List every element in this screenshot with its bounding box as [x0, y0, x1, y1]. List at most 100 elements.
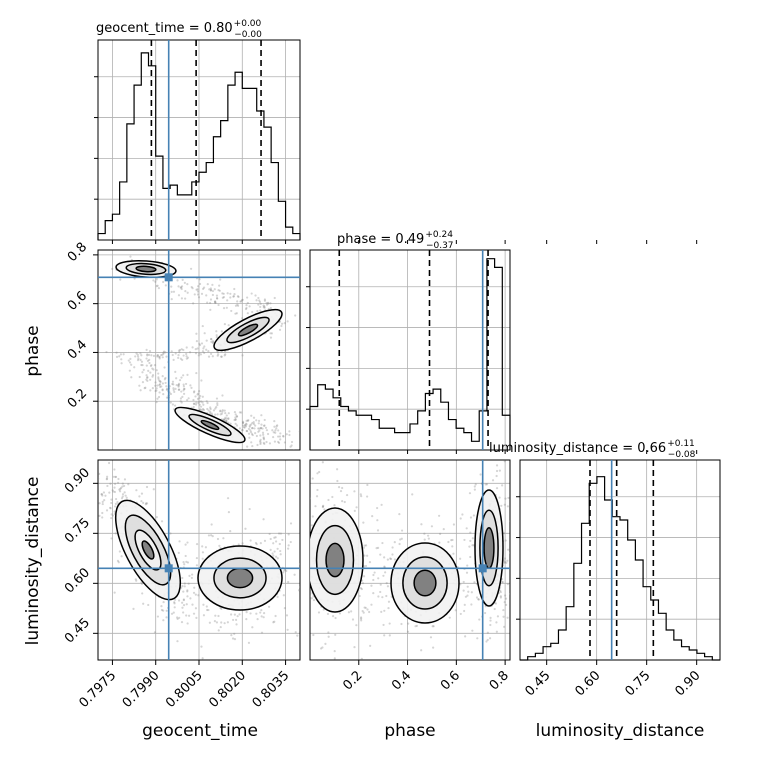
sample-point: [144, 503, 147, 506]
scatter-phase-vs-geocent-time: [105, 255, 300, 450]
sample-point: [258, 440, 262, 443]
sample-point: [205, 339, 208, 342]
sample-point: [245, 429, 248, 433]
sample-point: [219, 625, 222, 629]
sample-point: [147, 369, 150, 372]
sample-point: [509, 552, 510, 555]
sample-point: [385, 582, 388, 585]
sample-point: [137, 357, 140, 360]
sample-point: [111, 267, 114, 270]
sample-point: [262, 433, 265, 436]
sample-point: [206, 282, 209, 286]
sample-point: [238, 613, 241, 616]
truth-marker: [164, 564, 173, 573]
sample-point: [206, 407, 209, 411]
sample-point: [101, 500, 104, 504]
sample-point: [180, 287, 183, 291]
sample-point: [272, 542, 275, 545]
sample-point: [173, 606, 176, 609]
sample-point: [105, 477, 109, 480]
sample-point: [145, 502, 148, 505]
sample-point: [171, 382, 174, 386]
sample-point: [186, 561, 190, 564]
sample-point: [296, 486, 298, 488]
sample-point: [136, 359, 140, 362]
sample-point: [407, 622, 410, 625]
sample-point: [223, 323, 226, 326]
xtick-label: 0.2: [340, 668, 365, 693]
sample-point: [241, 421, 245, 424]
sample-point: [277, 441, 281, 444]
sample-point: [248, 436, 251, 439]
sample-point: [316, 472, 319, 475]
sample-point: [185, 355, 188, 358]
sample-point: [432, 646, 435, 649]
sample-point: [225, 419, 228, 422]
sample-point: [184, 290, 187, 293]
sample-point: [273, 440, 277, 443]
sample-point: [306, 535, 308, 537]
sample-point: [159, 380, 162, 383]
sample-point: [283, 441, 287, 444]
sample-point: [386, 558, 389, 561]
sample-point: [275, 425, 278, 428]
sample-point: [263, 298, 267, 301]
sample-point: [182, 590, 185, 593]
sample-point: [263, 305, 266, 308]
sample-point: [280, 322, 284, 325]
sample-point: [217, 614, 220, 618]
sample-point: [450, 539, 453, 542]
sample-point: [350, 610, 353, 613]
ytick-label: 0.2: [65, 386, 90, 411]
sample-point: [115, 355, 119, 359]
sample-point: [315, 495, 319, 498]
sample-point: [376, 529, 380, 532]
sample-point: [259, 302, 262, 306]
sample-point: [260, 414, 263, 417]
sample-point: [158, 383, 162, 386]
sample-point: [318, 470, 321, 474]
sample-point: [379, 553, 382, 556]
sample-point: [447, 540, 450, 544]
sample-point: [506, 505, 509, 508]
sample-point: [186, 356, 190, 359]
sample-point: [241, 420, 245, 423]
sample-point: [183, 387, 186, 391]
sample-point: [240, 411, 243, 414]
sample-point: [146, 353, 149, 356]
sample-point: [262, 438, 266, 441]
xticks-luminosity_distance: 0.45 0.60 0.75 0.90: [522, 240, 703, 699]
sample-point: [360, 619, 363, 622]
sample-point: [110, 501, 113, 505]
sample-point: [158, 357, 161, 360]
sample-point: [111, 514, 115, 517]
sample-point: [225, 417, 228, 420]
xtick-label: 0.90: [672, 668, 703, 699]
sample-point: [363, 606, 366, 609]
sample-point: [310, 594, 311, 597]
sample-point: [234, 416, 237, 419]
sample-point: [232, 295, 235, 298]
sample-point: [172, 611, 175, 614]
sample-point: [201, 324, 204, 328]
sample-point: [399, 538, 402, 541]
sample-point: [279, 438, 282, 441]
sample-point: [353, 490, 356, 493]
sample-point: [499, 596, 502, 599]
sample-point: [305, 580, 307, 582]
sample-point: [379, 583, 382, 586]
sample-point: [473, 488, 476, 491]
sample-point: [111, 489, 114, 492]
sample-point: [224, 412, 227, 415]
sample-point: [276, 424, 279, 427]
sample-point: [141, 381, 145, 384]
sample-point: [463, 603, 466, 606]
sample-point: [278, 320, 282, 323]
sample-point: [466, 564, 469, 567]
ytick-label: 0.75: [62, 515, 93, 546]
sample-point: [237, 295, 240, 299]
sample-point: [489, 616, 492, 619]
sample-point: [187, 397, 190, 400]
sample-point: [182, 348, 185, 352]
